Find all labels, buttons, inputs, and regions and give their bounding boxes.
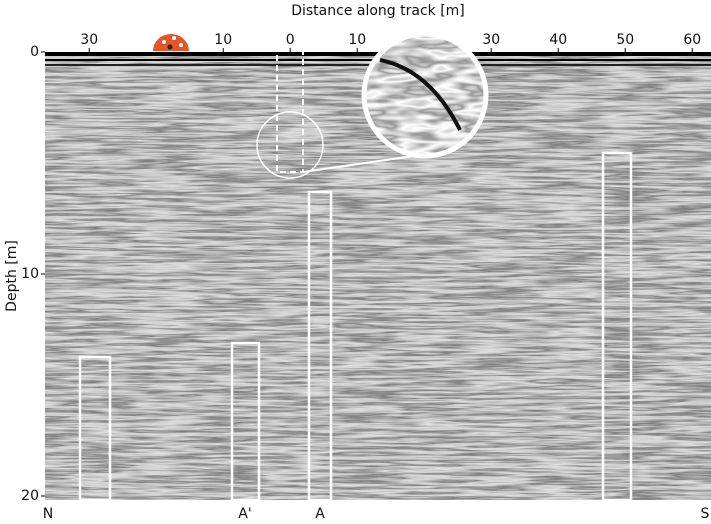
- y-axis-label: Depth [m]: [4, 240, 20, 312]
- x-tick-label: 60: [683, 32, 701, 48]
- profile-label: A: [315, 506, 325, 522]
- profile-label: S: [701, 506, 710, 522]
- y-tick-label: 10: [21, 266, 39, 282]
- y-tick-label: 20: [21, 488, 39, 504]
- profile-label: A': [238, 506, 251, 522]
- figure: Distance along track [m] Depth [m] 30 10 0…: [0, 0, 711, 524]
- x-tick-label: 10: [348, 32, 366, 48]
- x-tick-label: 30: [482, 32, 500, 48]
- x-tick-label: 30: [80, 32, 98, 48]
- y-tick-label: 0: [30, 44, 39, 60]
- x-tick-label: 0: [286, 32, 295, 48]
- x-tick-label: 10: [214, 32, 232, 48]
- x-tick-label: 50: [616, 32, 634, 48]
- profile-label: N: [43, 506, 53, 522]
- instrument-icon: [153, 34, 189, 51]
- x-axis-label: Distance along track [m]: [291, 3, 465, 19]
- x-tick-label: 40: [549, 32, 567, 48]
